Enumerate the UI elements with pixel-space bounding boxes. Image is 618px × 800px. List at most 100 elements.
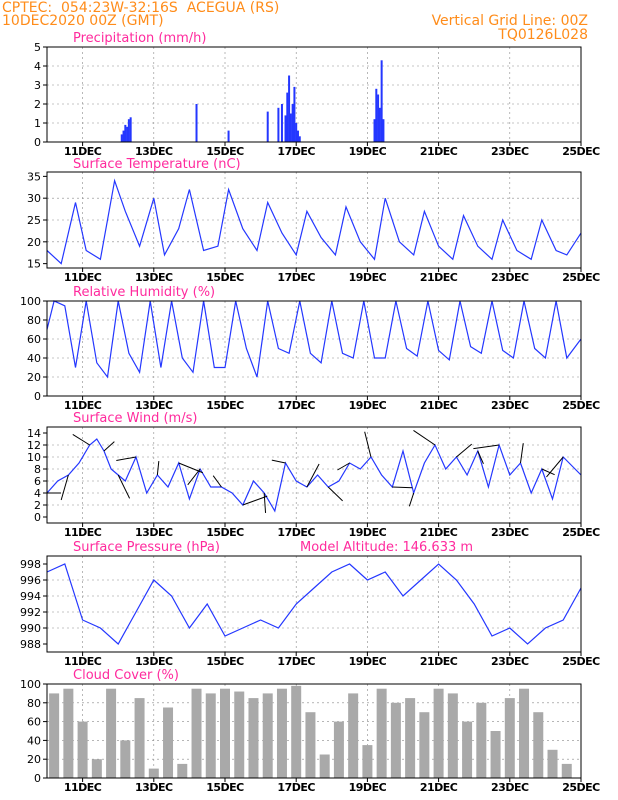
data-bar (305, 712, 316, 778)
data-bar (289, 113, 292, 142)
y-tick-label: 3 (34, 79, 41, 92)
data-bar (377, 94, 380, 142)
x-date-label: 23DEC (491, 399, 529, 412)
y-tick-label: 60 (27, 333, 41, 346)
data-bar (293, 86, 296, 142)
data-bar (120, 740, 131, 778)
x-date-label: 15DEC (206, 655, 244, 668)
wind-arrow (408, 492, 415, 507)
data-bar (433, 688, 444, 778)
data-bar (333, 721, 344, 778)
data-bar (519, 688, 530, 778)
data-bar (195, 104, 198, 142)
data-bar (122, 130, 125, 142)
data-bar (547, 749, 558, 778)
panel-title: Cloud Cover (%) (73, 668, 179, 683)
data-bar (280, 104, 283, 142)
panel-title: Surface Wind (m/s) (73, 411, 197, 426)
panel-title: Relative Humidity (%) (73, 285, 215, 300)
wind-arrow (116, 456, 137, 461)
y-tick-label: 40 (27, 734, 41, 747)
data-bar (375, 88, 378, 142)
x-date-label: 25DEC (562, 526, 600, 539)
series-line (46, 300, 582, 379)
wind-arrow (212, 475, 222, 488)
data-bar (373, 119, 376, 142)
header-station: CPTEC: 054:23W-32:16S ACEGUA (RS) (2, 0, 280, 16)
x-date-label: 19DEC (349, 145, 387, 158)
data-bar (234, 691, 245, 778)
x-date-label: 23DEC (491, 655, 529, 668)
wind-arrow (117, 474, 131, 499)
wind-arrow (60, 474, 69, 501)
wind-arrow (337, 462, 350, 471)
x-date-label: 21DEC (420, 145, 458, 158)
header-model-code: TQ0126L028 (498, 27, 588, 43)
data-bar (296, 130, 299, 142)
x-date-label: 11DEC (64, 655, 102, 668)
series-line (46, 178, 582, 265)
panel-frame (46, 555, 582, 653)
x-date-label: 17DEC (277, 781, 315, 794)
wind-arrow (72, 433, 90, 446)
x-date-label: 11DEC (64, 145, 102, 158)
header-datetime: 10DEC2020 00Z (GMT) (2, 13, 164, 29)
wind-arrow (178, 462, 204, 474)
y-tick-label: 20 (27, 236, 41, 249)
y-tick-label: 0 (34, 136, 41, 149)
data-bar (266, 111, 269, 142)
data-bar (390, 702, 401, 778)
panel-frame (46, 300, 582, 397)
x-date-label: 19DEC (349, 655, 387, 668)
x-date-label: 21DEC (420, 655, 458, 668)
y-tick-label: 30 (27, 192, 41, 205)
y-tick-label: 10 (27, 451, 41, 464)
x-date-label: 15DEC (206, 271, 244, 284)
wind-arrow (271, 459, 286, 464)
wind-arrow (187, 468, 201, 486)
data-bar (163, 707, 174, 778)
wind-arrow (306, 463, 320, 488)
data-bar (447, 693, 458, 778)
panel-frame (46, 683, 582, 779)
panel-extra-label: Model Altitude: 146.633 m (300, 540, 473, 555)
wind-arrow (364, 431, 372, 458)
panel-title: Precipitation (mm/h) (73, 31, 206, 46)
y-tick-label: 1 (34, 117, 41, 130)
data-bar (63, 688, 74, 778)
panel-title: Surface Temperature (nC) (73, 157, 241, 172)
y-tick-label: 4 (34, 487, 41, 500)
y-tick-label: 12 (27, 439, 41, 452)
data-bar (124, 124, 127, 142)
series-line (46, 438, 582, 513)
y-tick-label: 992 (20, 606, 41, 619)
x-date-label: 25DEC (562, 399, 600, 412)
data-bar (376, 688, 387, 778)
data-bar (284, 115, 287, 142)
x-date-label: 19DEC (349, 526, 387, 539)
y-tick-label: 2 (34, 499, 41, 512)
y-tick-label: 5 (34, 41, 41, 54)
data-bar (378, 107, 381, 142)
x-date-label: 11DEC (64, 526, 102, 539)
x-date-label: 23DEC (491, 781, 529, 794)
data-bar (49, 693, 60, 778)
y-tick-label: 15 (27, 258, 41, 271)
x-date-label: 13DEC (135, 399, 173, 412)
y-tick-label: 6 (34, 475, 41, 488)
y-tick-label: 80 (27, 314, 41, 327)
wind-arrow (263, 492, 267, 513)
data-bar (129, 117, 132, 142)
data-bar (262, 693, 273, 778)
y-tick-label: 0 (34, 511, 41, 524)
panel-title: Surface Pressure (hPa) (73, 540, 220, 555)
y-tick-label: 4 (34, 60, 41, 73)
wind-arrow (242, 495, 268, 506)
wind-arrow (103, 441, 115, 452)
x-date-label: 15DEC (206, 399, 244, 412)
data-bar (134, 698, 145, 778)
wind-arrow (473, 444, 500, 450)
x-date-label: 21DEC (420, 781, 458, 794)
wind-arrow (392, 486, 413, 489)
